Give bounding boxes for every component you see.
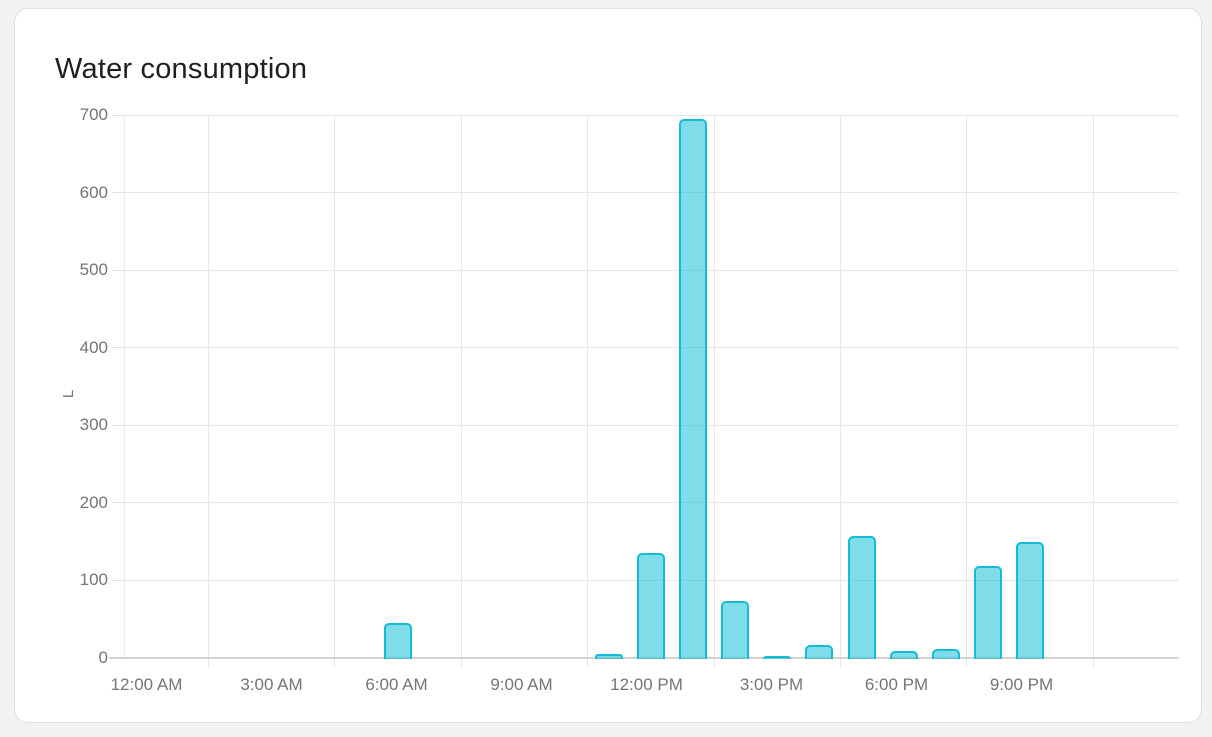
bar-1-pm[interactable] [679, 118, 708, 659]
bar-6-am[interactable] [384, 622, 413, 659]
bar-12-pm[interactable] [636, 552, 665, 659]
bar-7-pm[interactable] [931, 648, 960, 659]
bar-9-pm[interactable] [1016, 542, 1045, 659]
bar-3-pm[interactable] [763, 655, 792, 659]
bar-2-pm[interactable] [721, 600, 750, 659]
bar-11-am[interactable] [594, 653, 623, 659]
bar-5-pm[interactable] [847, 535, 876, 659]
water-consumption-card: Water consumption L [14, 8, 1202, 723]
y-axis-unit-label: L [60, 389, 77, 399]
bar-8-pm[interactable] [974, 566, 1002, 659]
bar-6-pm[interactable] [889, 651, 918, 659]
bar-4-pm[interactable] [805, 645, 834, 659]
chart-title: Water consumption [55, 53, 308, 85]
